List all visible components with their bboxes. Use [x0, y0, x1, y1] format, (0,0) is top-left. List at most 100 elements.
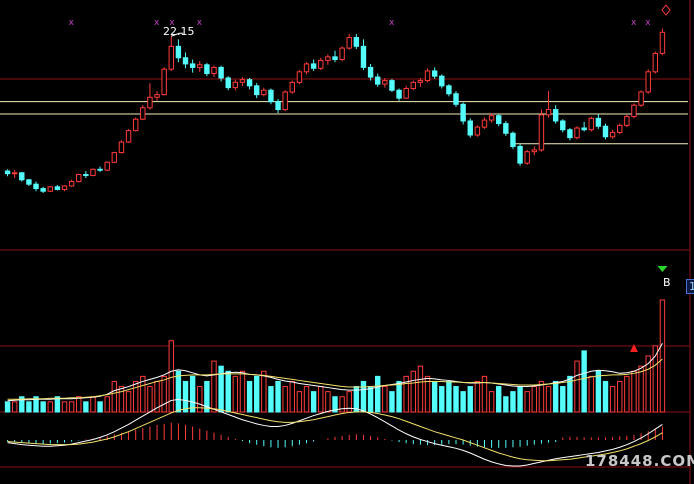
- volume-bar: [652, 345, 659, 413]
- candle-body: [367, 66, 374, 78]
- marker-x: x: [197, 18, 203, 28]
- candle-body: [296, 71, 303, 83]
- candle-body: [61, 185, 68, 190]
- volume-bar: [225, 370, 231, 413]
- volume-bar: [268, 386, 274, 413]
- candle-body: [545, 109, 552, 116]
- candle-body: [218, 66, 224, 79]
- volume-panel-badge[interactable]: 1: [686, 279, 694, 294]
- volume-bar: [524, 391, 530, 413]
- candle-body: [481, 119, 488, 128]
- volume-bar: [11, 401, 18, 413]
- high-price-label: 22.15: [163, 25, 195, 38]
- candle-body: [510, 132, 516, 147]
- volume-bar: [318, 386, 324, 413]
- marker-x: x: [389, 18, 395, 28]
- candle-body: [33, 183, 39, 190]
- volume-bar: [574, 360, 580, 413]
- candle-body: [474, 126, 481, 136]
- candle-body: [496, 115, 502, 125]
- candle-body: [175, 45, 182, 59]
- high-price-leader: [171, 32, 184, 37]
- candle-body: [531, 149, 538, 153]
- candle-body: [652, 52, 659, 73]
- macd-dea-line: [7, 407, 663, 462]
- volume-bar: [560, 386, 566, 413]
- volume-bar: [140, 375, 146, 413]
- volume-bar: [26, 401, 32, 413]
- candle-body: [325, 56, 331, 61]
- volume-bar: [581, 350, 587, 413]
- volume-bar: [246, 380, 253, 413]
- volume-bar: [410, 370, 417, 413]
- candle-body: [104, 161, 110, 171]
- candle-body: [54, 186, 61, 190]
- candle-body: [83, 174, 89, 177]
- volume-bar: [510, 391, 516, 413]
- volume-bar: [403, 375, 409, 413]
- candle-body: [76, 174, 82, 183]
- candle-body: [645, 71, 651, 93]
- volume-bar: [474, 380, 481, 413]
- candle-body: [624, 116, 630, 126]
- volume-bar: [588, 375, 594, 413]
- volume-bar: [496, 386, 502, 413]
- volume-bar: [239, 370, 246, 413]
- candle-body: [182, 57, 189, 65]
- volume-bar: [232, 375, 239, 413]
- volume-bar: [197, 386, 203, 413]
- volume-bar: [367, 386, 374, 413]
- volume-bar: [638, 365, 644, 413]
- candle-body: [125, 130, 132, 143]
- volume-bar: [104, 396, 110, 413]
- candle-body: [90, 168, 96, 176]
- volume-bar: [552, 380, 559, 413]
- volume-bar: [595, 370, 602, 413]
- volume-bar: [617, 380, 623, 413]
- candle-body: [140, 107, 146, 120]
- candle-body: [382, 80, 388, 85]
- marker-x: x: [154, 18, 160, 28]
- candle-body: [602, 125, 609, 138]
- candle-body: [659, 31, 666, 54]
- volume-bar: [439, 386, 445, 413]
- candle-body: [47, 186, 53, 192]
- candle-body: [132, 118, 139, 132]
- candle-body: [410, 81, 417, 89]
- volume-bar: [182, 380, 189, 413]
- candle-body: [268, 89, 274, 103]
- candle-body: [417, 80, 424, 83]
- volume-bar: [545, 386, 552, 413]
- volume-bar: [360, 380, 367, 413]
- candle-body: [147, 96, 153, 109]
- volume-bar: [375, 375, 381, 413]
- volume-bar: [175, 370, 182, 413]
- candle-body: [552, 109, 559, 122]
- candle-body: [609, 131, 616, 138]
- candle-body: [225, 77, 231, 89]
- candle-body: [161, 68, 167, 96]
- candle-body: [111, 152, 118, 163]
- candle-body: [453, 93, 459, 105]
- candle-body: [538, 114, 545, 151]
- candle-body: [375, 76, 381, 85]
- candle-body: [439, 75, 445, 87]
- watermark-text: 178448.COM: [585, 452, 694, 470]
- candle-body: [467, 120, 473, 136]
- volume-bar: [453, 386, 459, 413]
- candle-body: [446, 85, 452, 95]
- volume-bar: [76, 396, 82, 413]
- candle-body: [204, 64, 210, 75]
- volume-bar: [417, 365, 424, 413]
- volume-bar: [488, 391, 495, 413]
- candle-body: [332, 56, 338, 61]
- buy-signal-label: B: [663, 276, 671, 289]
- candle-body: [346, 37, 352, 49]
- volume-ma-short-line: [7, 343, 663, 402]
- marker-diamond: [661, 4, 671, 16]
- candle-body: [197, 64, 203, 68]
- candle-body: [303, 63, 310, 73]
- volume-bar: [211, 360, 217, 413]
- volume-bar: [503, 396, 509, 413]
